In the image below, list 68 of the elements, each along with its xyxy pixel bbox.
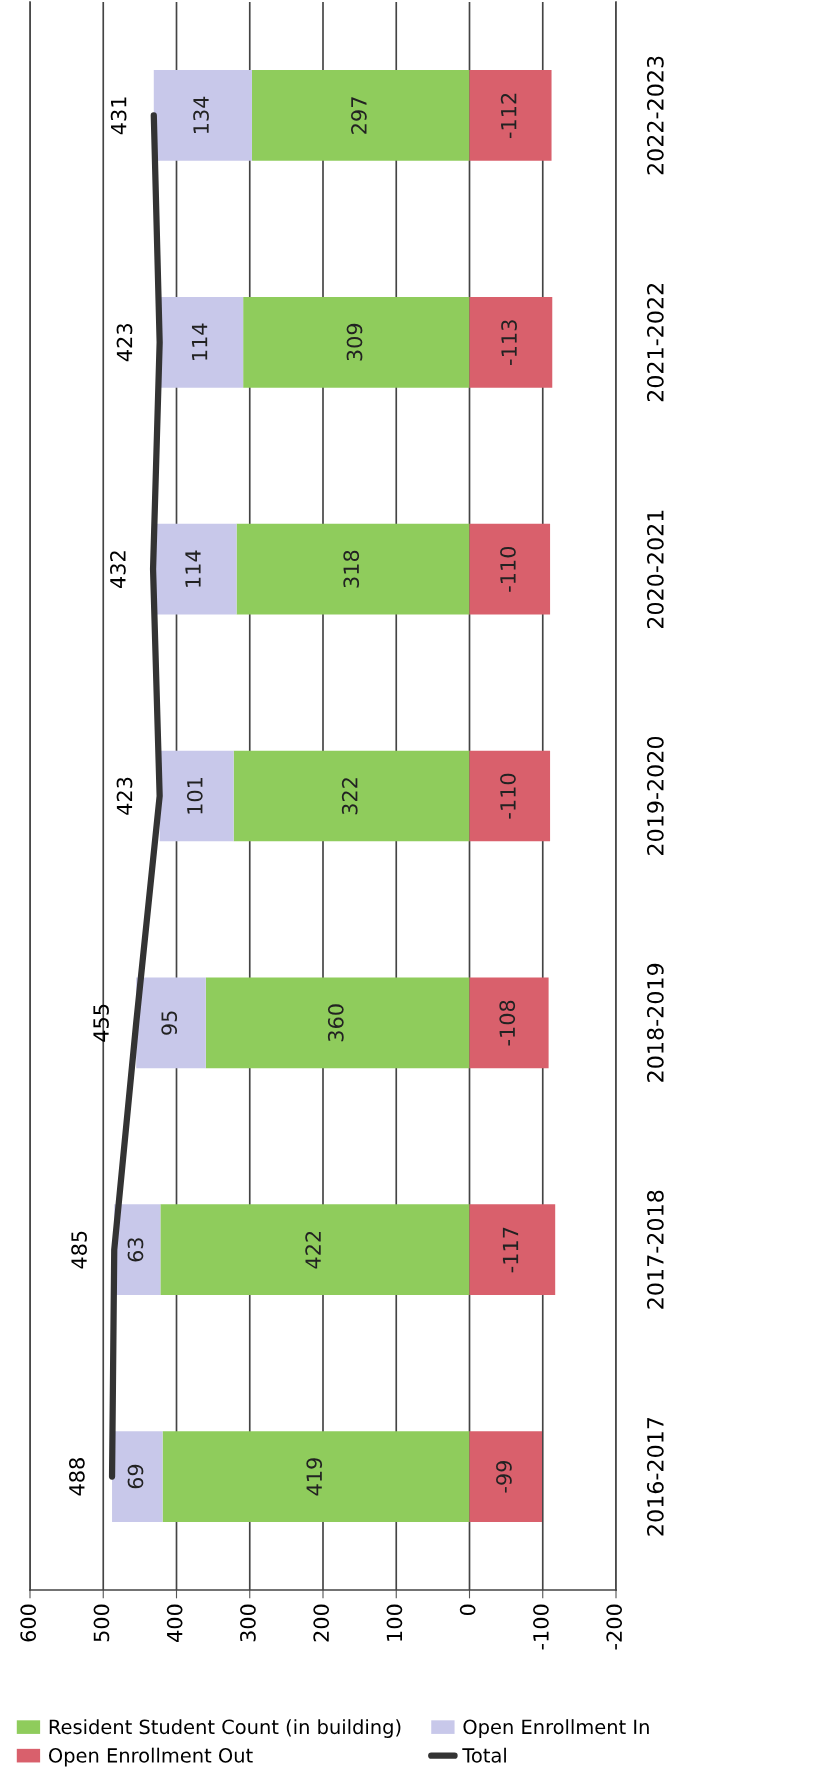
bar	[160, 1204, 470, 1296]
bar	[243, 296, 470, 388]
bar	[159, 296, 244, 388]
y-tick-label: 2017-2018	[646, 1190, 664, 1309]
data-label: -112	[500, 93, 517, 139]
bar	[469, 750, 551, 842]
data-label: 488	[68, 1458, 85, 1496]
y-tick-label: 2022-2023	[646, 56, 664, 175]
data-label: 69	[127, 1464, 144, 1489]
y-tick-label: 2018-2019	[646, 963, 664, 1082]
data-label: 432	[110, 551, 126, 589]
data-label: 134	[193, 96, 209, 134]
x-tick-label: -200	[606, 1604, 623, 1650]
legend-label: Open Enrollment Out	[48, 1747, 253, 1767]
x-tick-label: 500	[93, 1604, 110, 1642]
data-label: 422	[305, 1231, 321, 1269]
x-tick-label: 0	[459, 1604, 476, 1616]
bar	[205, 977, 470, 1069]
data-label: -110	[500, 546, 516, 592]
legend-label: Resident Student Count (in building)	[49, 1719, 401, 1738]
legend-label: Open Enrollment In	[463, 1719, 649, 1738]
x-tick-label: 600	[20, 1604, 37, 1642]
bar	[153, 523, 237, 615]
data-label: 419	[306, 1458, 323, 1496]
y-tick-label: 2020-2021	[646, 510, 664, 629]
y-tick-label: 2019-2020	[646, 736, 664, 855]
y-tick-label: 2016-2017	[646, 1417, 664, 1536]
bar	[251, 70, 470, 161]
data-label: 431	[110, 97, 127, 135]
bar	[159, 750, 234, 842]
bar	[469, 1204, 556, 1296]
bar	[153, 70, 252, 161]
data-label: 309	[346, 323, 363, 361]
x-tick-label: -100	[533, 1604, 549, 1650]
data-label: 101	[186, 778, 203, 814]
bar	[469, 523, 551, 615]
bar	[136, 977, 206, 1069]
data-label: -110	[500, 773, 516, 819]
data-label: 297	[351, 97, 367, 134]
x-tick-label: 100	[386, 1604, 403, 1641]
bar	[233, 750, 470, 842]
bar	[112, 1431, 163, 1522]
bar	[469, 70, 552, 161]
data-label: 423	[116, 324, 133, 362]
bar	[236, 523, 470, 615]
data-label: -108	[499, 1000, 516, 1046]
bar	[469, 296, 553, 388]
data-label: 423	[116, 777, 133, 815]
legend-label: Total	[462, 1747, 506, 1763]
data-label: -99	[496, 1461, 512, 1493]
data-label: 455	[93, 1004, 109, 1042]
x-tick-label: 200	[313, 1604, 330, 1642]
data-label: 360	[327, 1004, 344, 1042]
data-label: -113	[501, 320, 517, 365]
bar	[469, 977, 549, 1069]
data-label: -117	[502, 1227, 519, 1273]
data-label: 95	[161, 1011, 178, 1035]
data-label: 114	[191, 323, 208, 360]
x-tick-label: 400	[166, 1604, 183, 1642]
bar	[162, 1431, 470, 1522]
data-label: 114	[185, 550, 201, 587]
data-label: 485	[71, 1231, 87, 1269]
data-label: 322	[341, 778, 358, 815]
data-label: 318	[343, 550, 360, 588]
y-tick-label: 2021-2022	[646, 283, 664, 402]
x-tick-label: 300	[240, 1604, 256, 1642]
bar	[469, 1431, 543, 1522]
data-label: 63	[127, 1238, 144, 1262]
